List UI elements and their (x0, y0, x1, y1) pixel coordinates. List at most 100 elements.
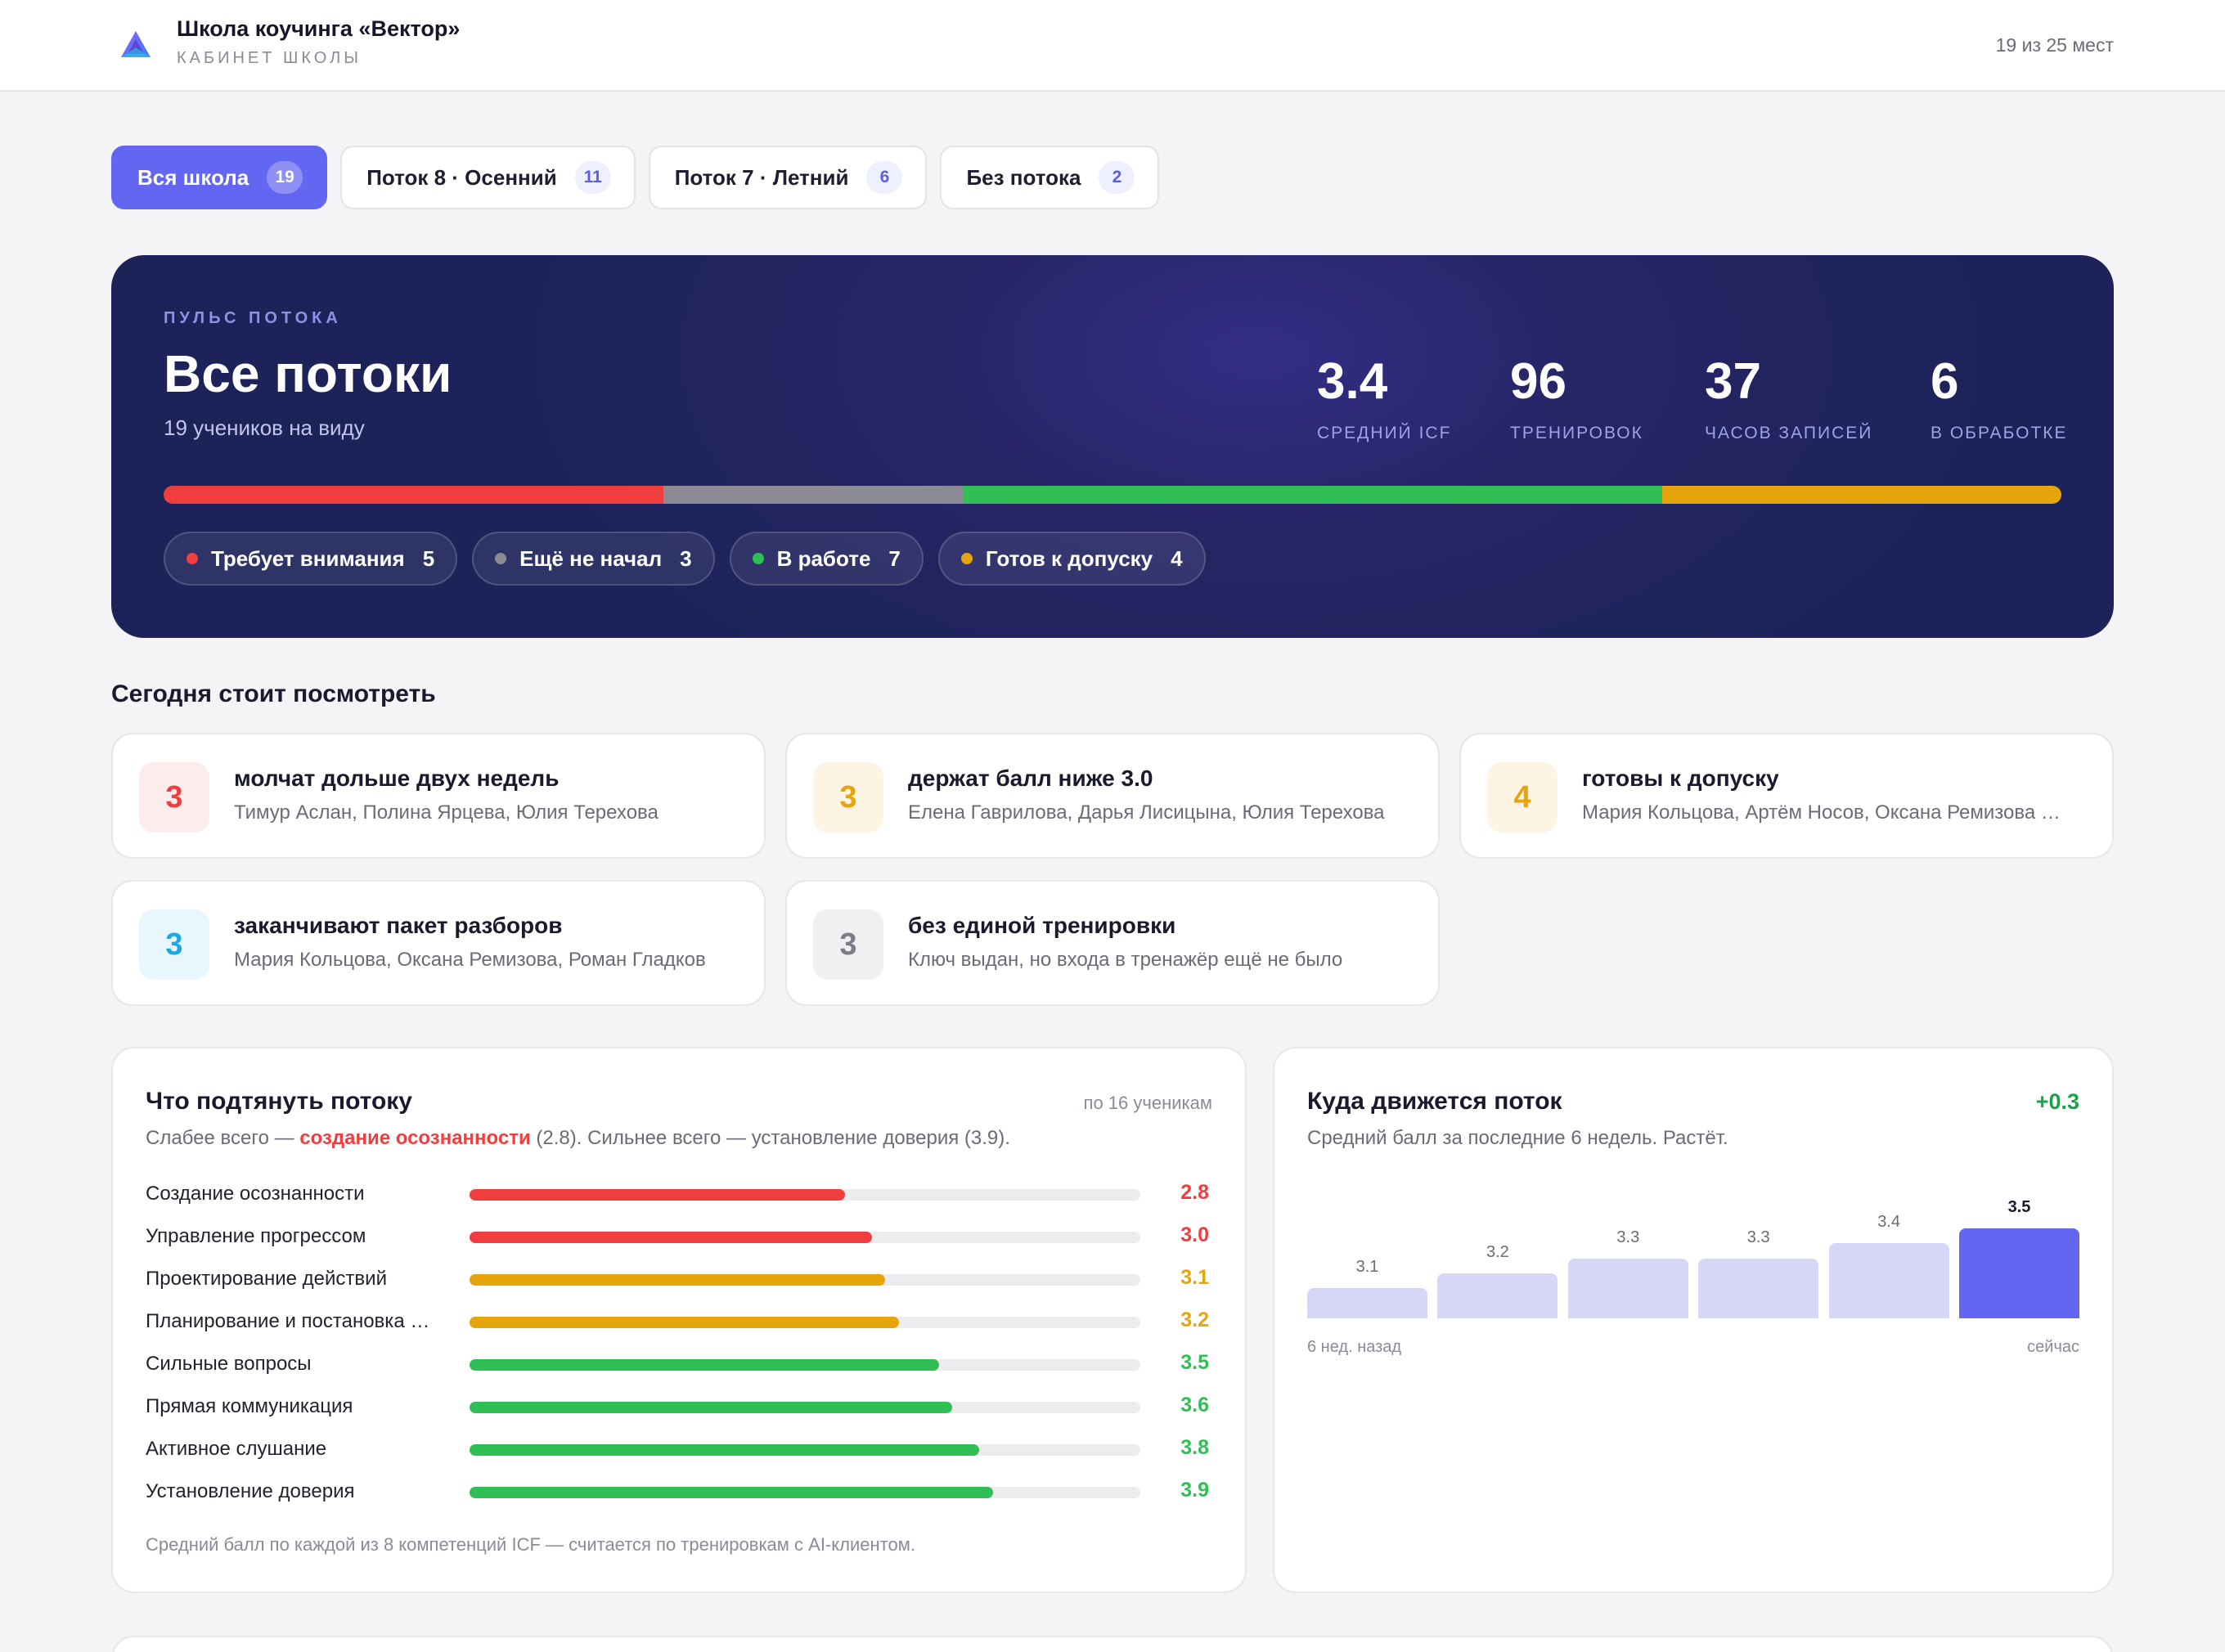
competency-fill (470, 1232, 872, 1243)
competency-track (470, 1317, 1140, 1328)
trend-bar-label: 3.5 (2007, 1198, 2031, 1216)
trend-panel: Куда движется поток +0.3 Средний балл за… (1273, 1047, 2114, 1593)
tab-count-badge: 6 (866, 161, 903, 194)
chip-ready[interactable]: Готов к допуску 4 (937, 532, 1206, 586)
stat-label: СРЕДНИЙ ICF (1317, 424, 1452, 442)
competency-fill (470, 1487, 993, 1498)
competency-name: Активное слушание (146, 1438, 327, 1460)
trend-bar-column: 3.5 (1959, 1196, 2079, 1318)
competency-name: Сильные вопросы (146, 1353, 312, 1375)
trend-bar-column: 3.4 (1828, 1210, 1949, 1318)
card-description: Ключ выдан, но входа в тренажёр ещё не б… (908, 949, 1343, 971)
trend-bar (1828, 1243, 1949, 1318)
school-logo-icon (121, 31, 151, 57)
attention-card-low-score[interactable]: 3 держат балл ниже 3.0 Елена Гаврилова, … (785, 733, 1440, 859)
competency-fill (470, 1317, 899, 1328)
card-title: готовы к допуску (1582, 765, 1779, 791)
trend-bar (1698, 1259, 1819, 1318)
status-dot-icon (495, 553, 507, 564)
tab-stream-8[interactable]: Поток 8 · Осенний 11 (340, 146, 636, 209)
panel-note: по 16 ученикам (1083, 1093, 1212, 1113)
school-name: Школа коучинга «Вектор» (177, 16, 461, 41)
chip-label: Готов к допуску (985, 545, 1153, 571)
competency-track (470, 1359, 1140, 1371)
status-segment (1661, 486, 2061, 504)
card-description: Тимур Аслан, Полина Ярцева, Юлия Терехов… (234, 801, 659, 824)
stat-value: 37 (1705, 353, 1761, 410)
tab-count-badge: 11 (574, 161, 611, 194)
chip-label: Ещё не начал (519, 545, 663, 571)
trend-bar-label: 3.4 (1877, 1213, 1900, 1231)
competencies-panel: Что подтянуть потоку по 16 ученикам Слаб… (111, 1047, 1247, 1593)
tab-label: Поток 8 · Осенний (366, 164, 557, 190)
competency-track (470, 1487, 1140, 1498)
stat-average-icf: 3.4 СРЕДНИЙ ICF (1317, 357, 1451, 443)
card-count-badge: 3 (139, 909, 209, 980)
stat-processing: 6 В ОБРАБОТКЕ (1931, 357, 2068, 443)
tab-stream-7[interactable]: Поток 7 · Летний 6 (648, 146, 928, 209)
axis-label-end: сейчас (2027, 1338, 2079, 1356)
stat-value: 6 (1931, 353, 1959, 410)
trend-subtitle: Средний балл за последние 6 недель. Раст… (1307, 1127, 1728, 1149)
trend-bar-label: 3.1 (1355, 1258, 1379, 1276)
chip-in-progress[interactable]: В работе 7 (729, 532, 924, 586)
competency-track (470, 1189, 1140, 1201)
card-description: Мария Кольцова, Оксана Ремизова, Роман Г… (234, 949, 706, 971)
stat-label: В ОБРАБОТКЕ (1931, 424, 2068, 442)
trend-bar-label: 3.3 (1616, 1228, 1640, 1246)
competency-score: 3.1 (1180, 1266, 1209, 1289)
chip-label: Требует внимания (211, 545, 405, 571)
trend-bar-chart: 3.1 3.2 3.3 3.3 3.4 3.5 (1307, 1179, 2079, 1318)
stat-value: 3.4 (1317, 353, 1388, 410)
competency-row: Проектирование действий 3.1 (146, 1266, 1209, 1292)
hero-title: Все потоки (164, 344, 452, 403)
chip-not-started[interactable]: Ещё не начал 3 (472, 532, 715, 586)
competencies-footnote: Средний балл по каждой из 8 компетенций … (146, 1534, 915, 1555)
chip-count: 5 (422, 545, 435, 571)
tab-no-stream[interactable]: Без потока 2 (940, 146, 1160, 209)
tab-label: Без потока (966, 164, 1081, 190)
trend-bar-column: 3.3 (1698, 1226, 1819, 1318)
chip-count: 7 (888, 545, 901, 571)
stat-label: ЧАСОВ ЗАПИСЕЙ (1705, 424, 1873, 442)
stat-recording-hours: 37 ЧАСОВ ЗАПИСЕЙ (1705, 357, 1872, 443)
trend-bar-column: 3.3 (1567, 1226, 1688, 1318)
attention-card-package-ending[interactable]: 3 заканчивают пакет разборов Мария Кольц… (111, 880, 766, 1006)
panel-title: Куда движется поток (1307, 1088, 1562, 1115)
competency-score: 3.9 (1180, 1479, 1209, 1502)
tab-label: Вся школа (137, 164, 249, 190)
trend-bar (1437, 1273, 1558, 1318)
status-segment (962, 486, 1662, 504)
attention-card-no-training[interactable]: 3 без единой тренировки Ключ выдан, но в… (785, 880, 1440, 1006)
competency-name: Проектирование действий (146, 1268, 387, 1290)
competency-row: Активное слушание 3.8 (146, 1436, 1209, 1462)
hero-subtitle: 19 учеников на виду (164, 415, 365, 440)
competency-name: Установление доверия (146, 1480, 355, 1502)
card-count-badge: 3 (813, 762, 883, 833)
tab-label: Поток 7 · Летний (674, 164, 849, 190)
axis-label-start: 6 нед. назад (1307, 1338, 1402, 1356)
attention-card-silent[interactable]: 3 молчат дольше двух недель Тимур Аслан,… (111, 733, 766, 859)
panel-title: Что подтянуть потоку (146, 1088, 412, 1115)
status-dot-icon (960, 553, 973, 564)
stream-pulse-panel: ПУЛЬС ПОТОКА Все потоки 19 учеников на в… (111, 255, 2114, 638)
tab-all-school[interactable]: Вся школа 19 (111, 146, 328, 209)
chip-needs-attention[interactable]: Требует внимания 5 (164, 532, 458, 586)
competency-name: Прямая коммуникация (146, 1395, 353, 1417)
school-subtitle: КАБИНЕТ ШКОЛЫ (177, 49, 362, 67)
summary-suffix: (2.8). Сильнее всего — установление дове… (530, 1127, 1010, 1149)
competency-fill (470, 1444, 980, 1456)
competency-score: 3.2 (1180, 1309, 1209, 1331)
trend-bar (1567, 1259, 1688, 1318)
chip-count: 4 (1171, 545, 1183, 571)
competency-fill (470, 1402, 953, 1413)
card-description: Елена Гаврилова, Дарья Лисицына, Юлия Те… (908, 801, 1385, 824)
cohort-tabs: Вся школа 19 Поток 8 · Осенний 11 Поток … (111, 146, 1160, 209)
competency-name: Создание осознанности (146, 1183, 365, 1205)
competency-track (470, 1444, 1140, 1456)
attention-card-ready[interactable]: 4 готовы к допуску Мария Кольцова, Артём… (1459, 733, 2114, 859)
competency-row: Создание осознанности 2.8 (146, 1181, 1209, 1207)
tab-count-badge: 19 (267, 161, 303, 194)
seats-counter: 19 из 25 мест (1995, 34, 2114, 56)
card-count-badge: 4 (1487, 762, 1558, 833)
